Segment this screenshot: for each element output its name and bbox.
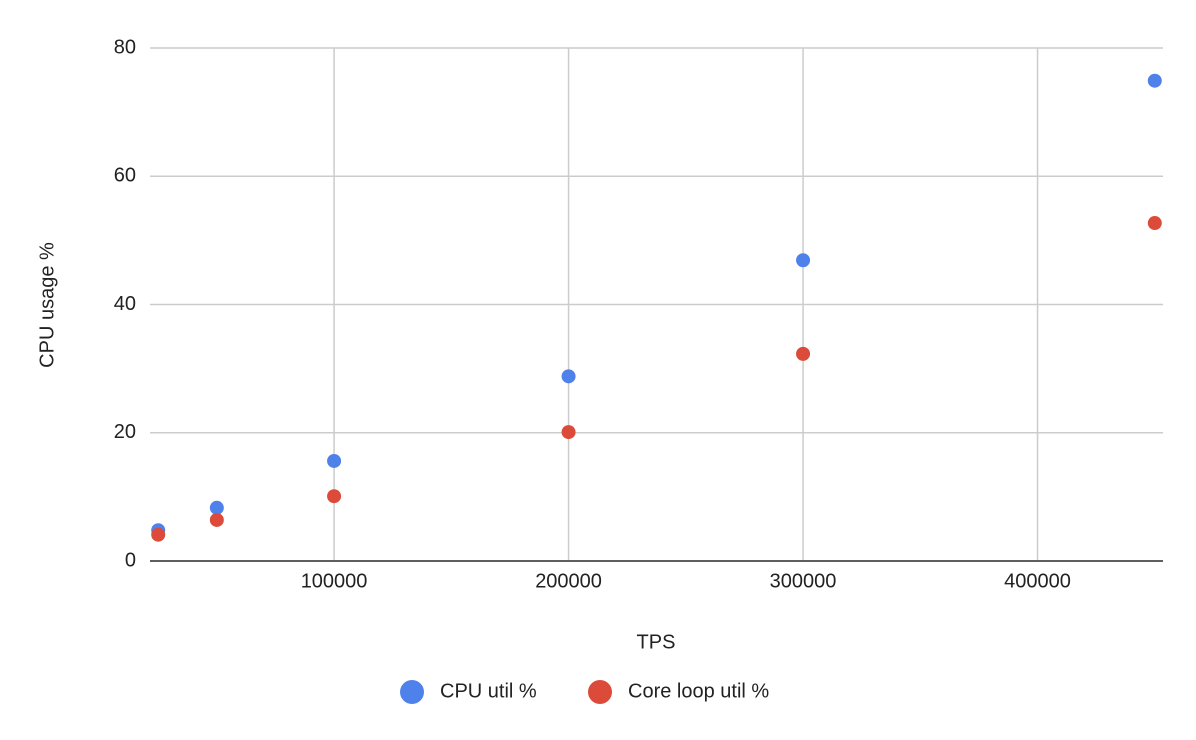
point <box>796 346 811 361</box>
y-tick-label: 0 <box>125 549 136 571</box>
x-tick-label: 200000 <box>535 570 602 592</box>
point <box>1147 73 1162 88</box>
point <box>796 253 811 268</box>
legend-marker <box>588 680 612 704</box>
point <box>1147 216 1162 231</box>
point <box>209 500 224 515</box>
x-tick-label: 100000 <box>301 570 368 592</box>
x-axis-title: TPS <box>637 631 676 653</box>
x-tick-label: 300000 <box>770 570 837 592</box>
legend-label: Core loop util % <box>628 680 769 702</box>
y-tick-label: 60 <box>114 165 136 187</box>
legend-label: CPU util % <box>440 680 537 702</box>
point <box>209 512 224 527</box>
point <box>561 369 576 384</box>
point <box>327 489 342 504</box>
y-tick-label: 20 <box>114 421 136 443</box>
point <box>151 527 166 542</box>
y-tick-label: 40 <box>114 293 136 315</box>
point <box>561 425 576 440</box>
point <box>327 453 342 468</box>
legend-marker <box>400 680 424 704</box>
y-axis-title: CPU usage % <box>36 242 58 368</box>
x-tick-label: 400000 <box>1004 570 1071 592</box>
y-tick-label: 80 <box>114 36 136 58</box>
